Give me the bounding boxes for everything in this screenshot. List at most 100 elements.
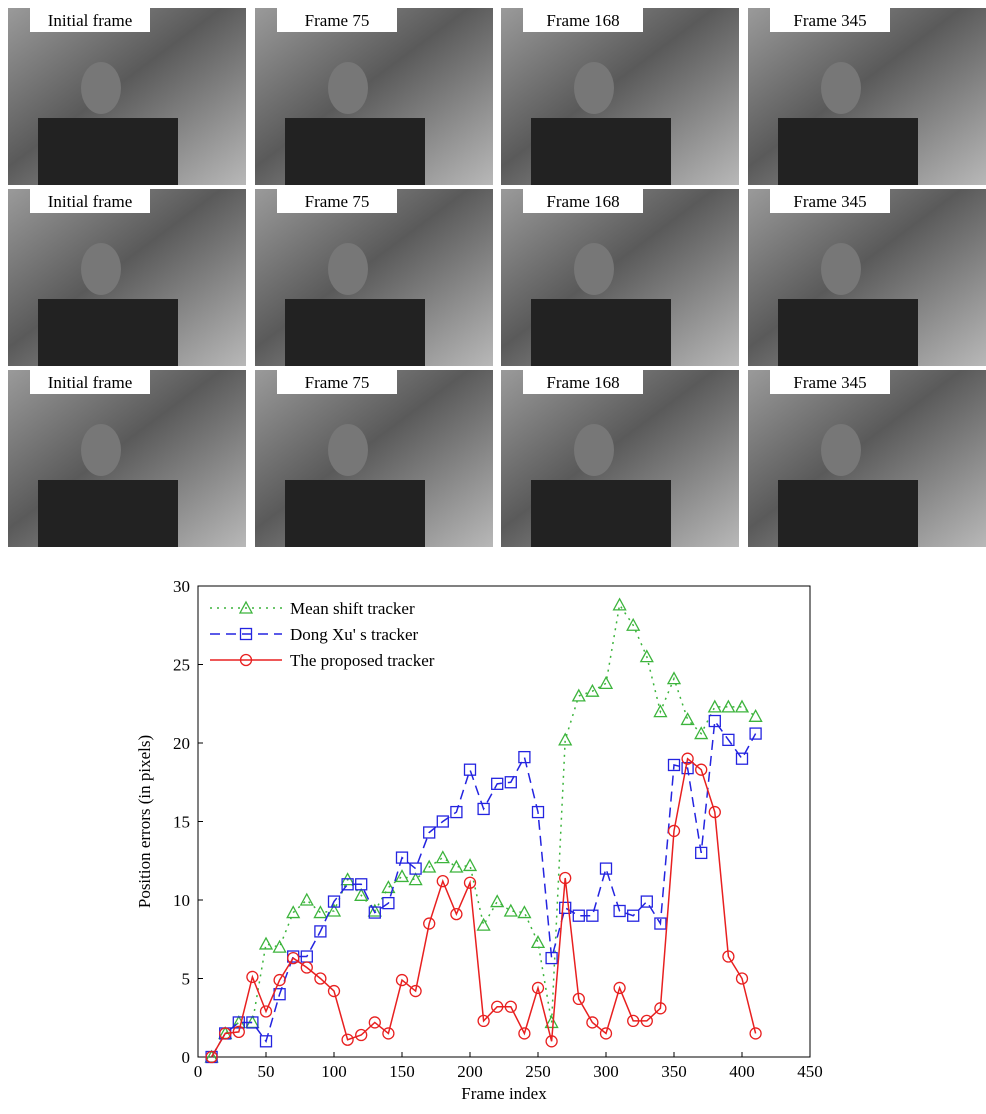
data-point [695, 763, 708, 776]
data-point [599, 1027, 613, 1040]
data-point [423, 917, 436, 930]
data-point [326, 903, 342, 917]
data-point [367, 903, 382, 917]
face [328, 62, 368, 114]
data-point [681, 752, 694, 765]
x-tick-label: 350 [661, 1062, 687, 1081]
data-point [735, 972, 749, 985]
data-point [626, 617, 641, 631]
legend-marker [239, 627, 253, 641]
panel-label: Frame 345 [793, 11, 866, 30]
data-point [450, 805, 463, 819]
face [821, 424, 861, 476]
data-point [748, 708, 763, 722]
data-point [382, 896, 395, 910]
data-point [627, 1014, 640, 1028]
data-point [586, 1016, 599, 1029]
data-point [586, 909, 599, 922]
x-tick-label: 100 [321, 1062, 347, 1081]
data-point [653, 704, 668, 718]
data-point [476, 917, 491, 931]
data-point [734, 699, 750, 713]
data-point [219, 1027, 232, 1040]
data-point [368, 906, 381, 919]
person [531, 118, 671, 185]
face [328, 424, 368, 476]
data-point [436, 815, 449, 828]
data-point [205, 1050, 218, 1064]
data-point [654, 917, 667, 930]
legend-marker [239, 653, 253, 667]
data-point [707, 699, 722, 713]
x-tick-label: 150 [389, 1062, 415, 1081]
data-point [490, 894, 505, 908]
data-point [327, 984, 341, 998]
face [821, 243, 861, 295]
y-tick-label: 20 [173, 734, 190, 753]
face [81, 62, 121, 114]
data-point [599, 862, 613, 875]
y-tick-label: 5 [182, 970, 191, 989]
data-point [708, 805, 721, 819]
data-point [246, 970, 259, 984]
x-tick-label: 400 [729, 1062, 755, 1081]
data-point [409, 984, 422, 998]
series-line [210, 718, 757, 1058]
person [778, 118, 918, 185]
panel-label: Frame 345 [793, 192, 866, 211]
label-box [277, 8, 397, 32]
data-point [722, 950, 735, 963]
data-point [462, 858, 478, 872]
label-box [770, 189, 890, 213]
data-point [299, 892, 314, 906]
data-point [381, 880, 396, 894]
y-tick-label: 15 [173, 813, 190, 832]
data-point [477, 1014, 490, 1028]
data-point [613, 904, 626, 918]
data-point [258, 936, 274, 950]
y-tick-label: 0 [182, 1048, 191, 1067]
legend-label: Mean shift tracker [290, 599, 415, 618]
data-point [408, 872, 423, 886]
person [285, 118, 425, 185]
data-point [558, 732, 573, 746]
label-box [770, 370, 890, 394]
x-tick-label: 300 [593, 1062, 619, 1081]
data-point [477, 802, 490, 816]
data-point [368, 1016, 381, 1029]
person [38, 480, 178, 547]
face [328, 243, 368, 295]
panel-label: Frame 75 [305, 11, 370, 30]
person [38, 118, 178, 185]
panel-label: Frame 345 [793, 373, 866, 392]
x-tick-label: 50 [258, 1062, 275, 1081]
data-point [571, 688, 586, 702]
y-tick-label: 30 [173, 577, 190, 596]
panel-label: Frame 168 [546, 192, 619, 211]
data-point [435, 850, 450, 864]
data-point [450, 907, 463, 921]
data-point [735, 752, 749, 765]
panel-label: Initial frame [48, 11, 133, 30]
data-point [639, 649, 654, 663]
legend-label: The proposed tracker [290, 651, 435, 670]
face [574, 62, 614, 114]
face [81, 243, 121, 295]
data-point [463, 763, 477, 776]
face [81, 424, 121, 476]
data-point [666, 671, 682, 685]
data-point [654, 1002, 667, 1015]
data-point [640, 895, 653, 908]
data-point [531, 981, 545, 995]
label-box [770, 8, 890, 32]
data-point [409, 862, 422, 875]
label-box [523, 189, 643, 213]
data-point [341, 1033, 354, 1046]
data-point [680, 712, 695, 726]
data-point [300, 961, 313, 974]
data-point [695, 846, 708, 860]
data-point [572, 909, 585, 922]
data-point [722, 733, 735, 747]
